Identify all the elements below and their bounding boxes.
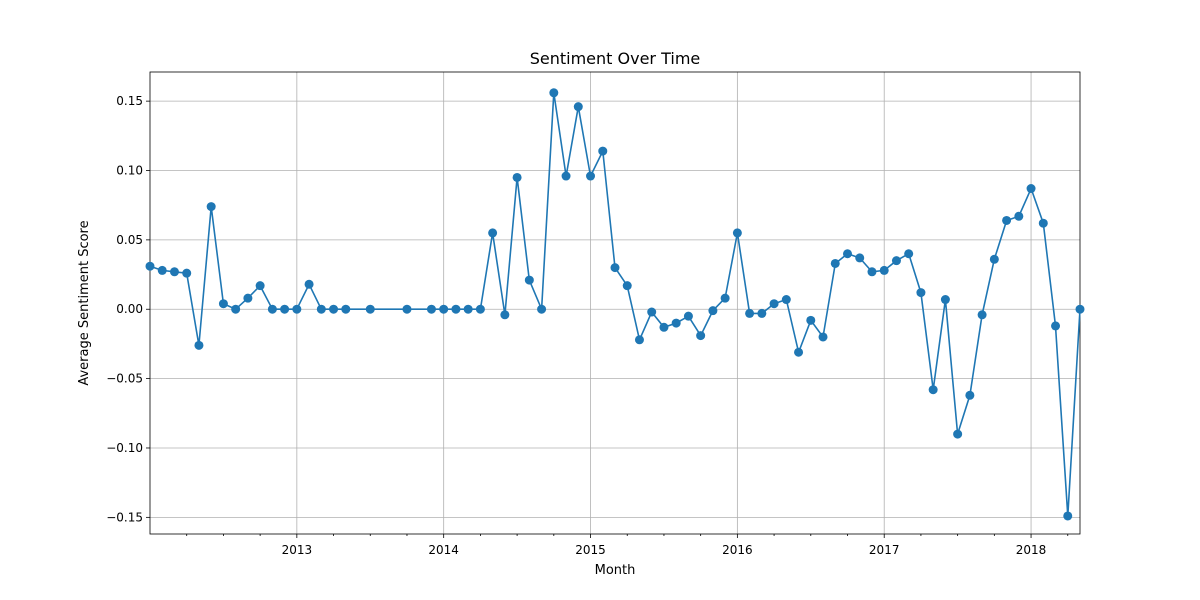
data-point xyxy=(806,315,816,325)
data-point xyxy=(928,385,938,395)
y-tick-label: 0.15 xyxy=(116,94,143,108)
data-point xyxy=(732,228,742,238)
data-point xyxy=(586,171,596,181)
y-axis-label: Average Sentiment Score xyxy=(77,220,92,385)
data-point xyxy=(904,249,914,259)
data-point xyxy=(218,299,228,309)
data-point xyxy=(157,265,167,275)
data-point xyxy=(255,281,265,291)
data-point xyxy=(1026,184,1036,194)
data-point xyxy=(696,331,706,341)
data-point xyxy=(537,304,547,314)
data-point xyxy=(769,299,779,309)
data-point xyxy=(1051,321,1061,331)
data-point xyxy=(292,304,302,314)
y-tick-label: −0.10 xyxy=(106,441,143,455)
data-point xyxy=(916,288,926,298)
data-point xyxy=(683,311,693,321)
data-point xyxy=(451,304,461,314)
y-tick-label: 0.05 xyxy=(116,233,143,247)
data-point xyxy=(1002,215,1012,225)
data-point xyxy=(500,310,510,320)
data-point xyxy=(316,304,326,314)
data-point xyxy=(598,146,608,156)
data-point xyxy=(1063,511,1073,521)
axis-ticks: −0.15 −0.10 −0.05 0.00 0.05 0.10 0.15 2013 2014 2… xyxy=(106,94,1069,557)
data-point xyxy=(243,293,253,303)
data-point xyxy=(194,340,204,350)
x-tick-label: 2015 xyxy=(575,543,606,557)
data-point xyxy=(402,304,412,314)
data-point xyxy=(830,258,840,268)
data-point xyxy=(745,308,755,318)
data-point xyxy=(267,304,277,314)
data-point xyxy=(610,263,620,273)
data-point xyxy=(231,304,241,314)
data-point xyxy=(843,249,852,259)
data-point xyxy=(794,347,804,357)
chart-title: Sentiment Over Time xyxy=(530,49,701,68)
data-point xyxy=(1038,218,1048,228)
data-point xyxy=(634,335,644,345)
data-point xyxy=(708,306,718,316)
data-point xyxy=(855,253,865,263)
data-point xyxy=(280,304,290,314)
data-point xyxy=(720,293,730,303)
data-point xyxy=(365,304,375,314)
plot-frame xyxy=(149,71,1081,535)
data-point xyxy=(169,267,179,277)
data-point xyxy=(671,318,681,328)
data-point xyxy=(524,275,534,285)
data-point xyxy=(329,304,339,314)
data-point xyxy=(475,304,485,314)
x-axis-label: Month xyxy=(595,563,636,578)
data-point xyxy=(965,390,975,400)
x-tick-label: 2017 xyxy=(869,543,900,557)
data-point xyxy=(512,172,522,182)
data-point xyxy=(488,228,498,238)
data-point xyxy=(818,332,828,342)
data-point xyxy=(891,256,901,266)
data-point xyxy=(304,279,314,289)
y-tick-label: −0.05 xyxy=(106,372,143,386)
data-point xyxy=(867,267,877,277)
data-series xyxy=(145,88,1085,521)
x-tick-label: 2014 xyxy=(428,543,459,557)
data-point xyxy=(182,268,192,278)
data-point xyxy=(953,429,963,439)
grid xyxy=(150,72,1080,534)
y-tick-label: 0.10 xyxy=(116,164,143,178)
data-point xyxy=(341,304,351,314)
data-point xyxy=(1014,211,1024,221)
data-point xyxy=(757,308,767,318)
data-point xyxy=(561,171,571,181)
data-point xyxy=(659,322,669,332)
y-tick-label: −0.15 xyxy=(106,510,143,524)
data-point xyxy=(977,310,987,320)
data-point xyxy=(463,304,473,314)
data-point xyxy=(206,202,216,212)
data-point xyxy=(622,281,632,291)
data-point xyxy=(145,261,155,271)
data-point xyxy=(426,304,436,314)
data-point xyxy=(940,295,950,305)
data-point xyxy=(879,265,889,275)
data-point xyxy=(549,88,559,98)
data-point xyxy=(1075,304,1085,314)
series-line xyxy=(149,92,1081,517)
data-point xyxy=(647,307,657,317)
data-point xyxy=(781,295,791,305)
data-point xyxy=(989,254,999,264)
x-tick-label: 2013 xyxy=(282,543,313,557)
x-tick-label: 2016 xyxy=(722,543,753,557)
y-tick-label: 0.00 xyxy=(116,302,143,316)
x-tick-label: 2018 xyxy=(1016,543,1047,557)
data-point xyxy=(439,304,449,314)
data-point xyxy=(573,102,583,112)
